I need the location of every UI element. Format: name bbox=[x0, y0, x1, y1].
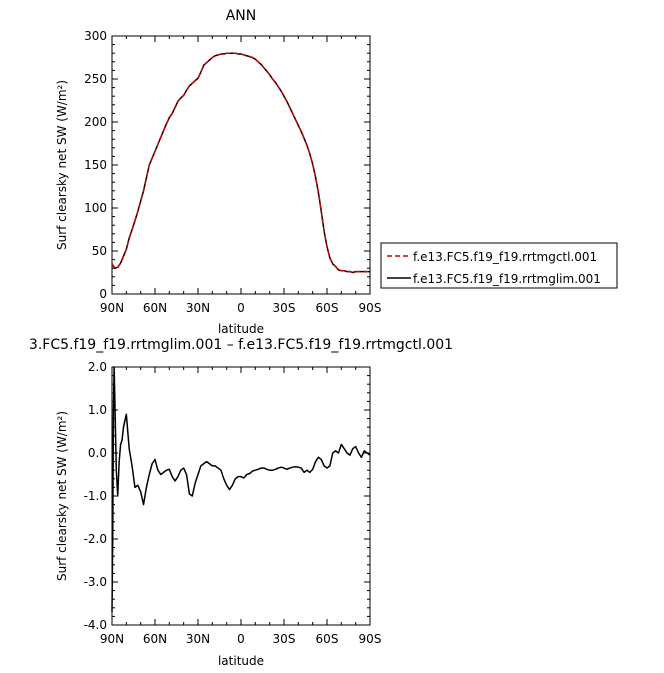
top-axes-group: 90N 60N 30N 0 30S 60S 90S 0 50 100 150 200 250 300 bbox=[84, 29, 381, 315]
bottom-y-tick-label: -1.0 bbox=[84, 489, 107, 503]
bottom-y-axis-label: Surf clearsky net SW (W/m²) bbox=[55, 411, 69, 581]
bottom-chart-title: 3.FC5.f19_f19.rrtmglim.001 – f.e13.FC5.f… bbox=[29, 337, 453, 353]
bottom-x-tick-label: 90N bbox=[100, 632, 124, 646]
top-x-tick-label: 90N bbox=[100, 301, 124, 315]
top-y-tick-label: 0 bbox=[99, 287, 107, 301]
bottom-y-tick-label: 2.0 bbox=[88, 360, 107, 374]
bottom-x-tick-label: 30N bbox=[186, 632, 210, 646]
top-y-tick-label: 200 bbox=[84, 115, 107, 129]
legend-label-lim: f.e13.FC5.f19_f19.rrtmglim.001 bbox=[413, 272, 601, 286]
bottom-x-axis-label: latitude bbox=[218, 654, 264, 668]
top-x-tick-label: 60S bbox=[316, 301, 339, 315]
bottom-x-tick-label: 90S bbox=[359, 632, 382, 646]
top-x-tick-label: 30S bbox=[273, 301, 296, 315]
legend-label-ctl: f.e13.FC5.f19_f19.rrtmgctl.001 bbox=[413, 250, 597, 264]
bottom-y-tick-label: 0.0 bbox=[88, 446, 107, 460]
bottom-x-tick-label: 0 bbox=[237, 632, 245, 646]
top-y-tick-label: 300 bbox=[84, 29, 107, 43]
top-series-line-1 bbox=[111, 52, 370, 274]
top-series-group bbox=[111, 52, 370, 274]
top-plot-frame bbox=[111, 35, 371, 295]
bottom-axes-group: 90N 60N 30N 0 30S 60S 90S -4.0 -3.0 -2.0 -1.0 0.0 1.… bbox=[84, 360, 382, 646]
bottom-x-tick-label: 60S bbox=[316, 632, 339, 646]
top-y-tick-label: 100 bbox=[84, 201, 107, 215]
top-x-tick-label: 30N bbox=[186, 301, 210, 315]
top-x-axis-label: latitude bbox=[218, 322, 264, 336]
bottom-series-group bbox=[111, 366, 371, 613]
top-chart-title: ANN bbox=[226, 8, 257, 24]
top-series-line-0 bbox=[111, 52, 370, 274]
legend: f.e13.FC5.f19_f19.rrtmgctl.001 f.e13.FC5… bbox=[380, 242, 618, 289]
bottom-x-tick-label: 30S bbox=[273, 632, 296, 646]
bottom-y-tick-label: -2.0 bbox=[84, 532, 107, 546]
top-x-tick-label: 60N bbox=[143, 301, 167, 315]
bottom-y-tick-label: -4.0 bbox=[84, 618, 107, 632]
top-y-tick-label: 250 bbox=[84, 72, 107, 86]
top-panel: ANN 90N 60N 30N 0 30S 60S 90S 0 50 100 150 200 250 30… bbox=[55, 8, 618, 336]
bottom-series-line-0 bbox=[111, 366, 371, 613]
top-x-tick-label: 0 bbox=[237, 301, 245, 315]
bottom-y-tick-label: -3.0 bbox=[84, 575, 107, 589]
bottom-y-tick-label: 1.0 bbox=[88, 403, 107, 417]
bottom-x-tick-label: 60N bbox=[143, 632, 167, 646]
top-y-axis-label: Surf clearsky net SW (W/m²) bbox=[55, 80, 69, 250]
bottom-panel: 3.FC5.f19_f19.rrtmglim.001 – f.e13.FC5.f… bbox=[29, 337, 453, 668]
top-x-tick-label: 90S bbox=[359, 301, 382, 315]
top-y-tick-label: 150 bbox=[84, 158, 107, 172]
legend-box bbox=[380, 242, 618, 289]
top-y-tick-label: 50 bbox=[92, 244, 107, 258]
bottom-plot-frame bbox=[111, 366, 371, 626]
